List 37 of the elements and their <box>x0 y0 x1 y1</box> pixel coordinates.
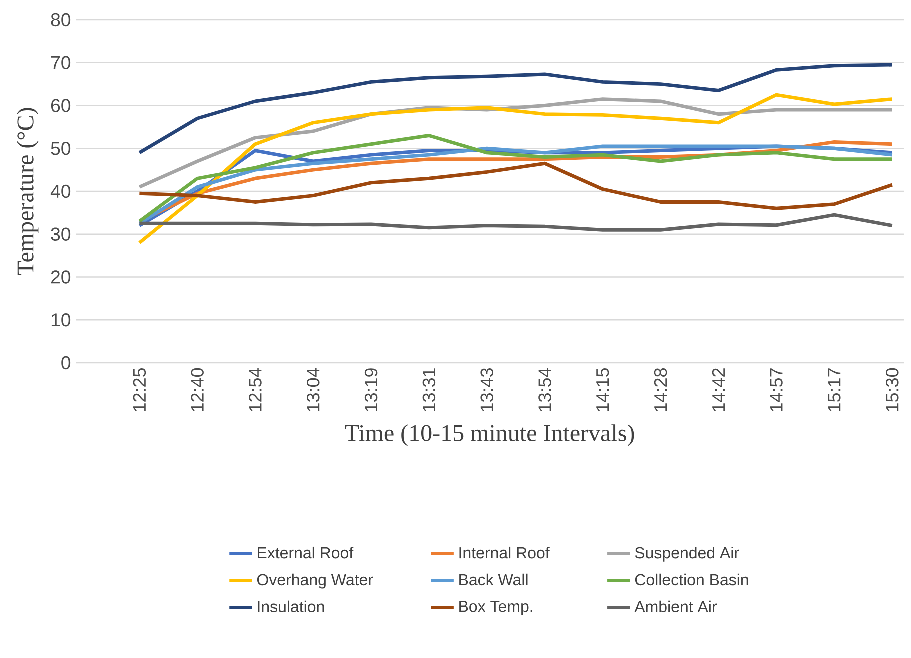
x-tick-label: 14:57 <box>770 368 783 412</box>
x-tick-label: 14:42 <box>712 368 725 412</box>
y-tick-label: 70 <box>51 56 71 70</box>
legend-label: Ambient Air <box>634 600 718 613</box>
y-tick-label: 0 <box>62 356 71 370</box>
y-tick-label: 30 <box>51 228 71 241</box>
legend-label: External Roof <box>258 546 354 559</box>
x-tick-label: 13:54 <box>538 368 552 412</box>
legend-label: Insulation <box>258 600 324 613</box>
x-tick-label: 15:30 <box>886 368 899 412</box>
line-series <box>138 93 894 245</box>
x-tick-label: 13:31 <box>422 368 436 412</box>
x-axis-title: Time (10-15 minute Intervals) <box>345 424 634 446</box>
y-tick-label: 80 <box>51 13 71 27</box>
x-tick-label: 12:25 <box>133 368 146 412</box>
legend-label: Collection Basin <box>635 574 748 586</box>
legend-label: Box Temp. <box>460 601 532 616</box>
y-tick-label: 40 <box>50 184 71 198</box>
legend-label: Internal Roof <box>460 546 550 559</box>
x-tick-label: 13:43 <box>480 368 494 412</box>
y-tick-label: 20 <box>51 270 71 284</box>
x-tick-label: 14:28 <box>654 368 668 412</box>
x-tick-label: 12:40 <box>191 368 204 412</box>
legend-label: Suspended Air <box>635 546 740 562</box>
legend-label: Back Wall <box>460 574 528 586</box>
x-tick-label: 14:15 <box>596 368 610 412</box>
line-series <box>138 63 894 155</box>
legend-label: Overhang Water <box>257 574 374 589</box>
x-tick-label: 15:17 <box>828 368 841 412</box>
x-tick-label: 12:54 <box>249 368 262 412</box>
line-series <box>138 162 894 210</box>
y-tick-label: 10 <box>52 314 71 327</box>
y-tick-label: 60 <box>51 99 71 112</box>
y-tick-label: 50 <box>51 142 71 156</box>
y-axis-title: Temperature (°C) <box>16 108 39 276</box>
x-tick-label: 13:19 <box>364 368 378 412</box>
x-tick-label: 13:04 <box>307 368 320 412</box>
